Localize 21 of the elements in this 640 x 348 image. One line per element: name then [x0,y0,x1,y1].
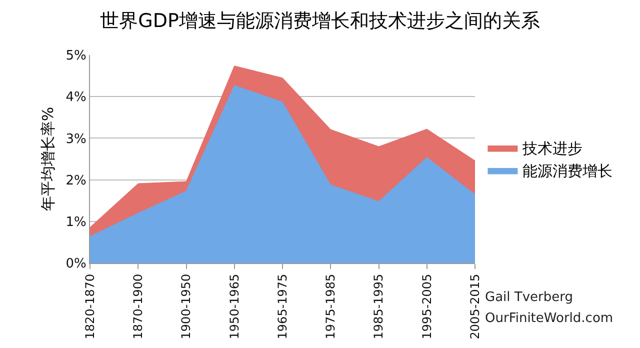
text: OurFiniteWorld.com [485,311,614,326]
x-tick-label: 1950-1965 [227,274,242,340]
y-tick-label: 5% [66,48,86,64]
text: Gail Tverberg [485,290,573,305]
y-tick-label: 1% [66,214,86,230]
legend-label: 技术进步 [522,140,583,158]
x-tick-label: 1965-1975 [275,274,290,340]
chart-title: 世界GDP增速与能源消费增长和技术进步之间的关系 [100,10,540,32]
legend-label: 能源消费增长 [522,162,613,180]
y-axis-title: 年平均增长率% [39,106,58,212]
y-tick-label: 0% [66,256,86,272]
x-tick-label: 1985-1995 [372,274,386,340]
y-tick-label: 2% [66,173,86,188]
x-tick-label: 1900-1950 [179,274,194,340]
x-tick-label: 1995-2005 [420,274,434,340]
x-tick-label: 1820-1870 [82,274,97,340]
x-tick-label: 1975-1985 [324,274,338,340]
y-tick-label: 3% [66,132,86,147]
y-tick-label: 4% [66,90,86,106]
x-tick-label: 2005-2015 [468,274,482,340]
x-tick-label: 1870-1900 [131,274,146,340]
